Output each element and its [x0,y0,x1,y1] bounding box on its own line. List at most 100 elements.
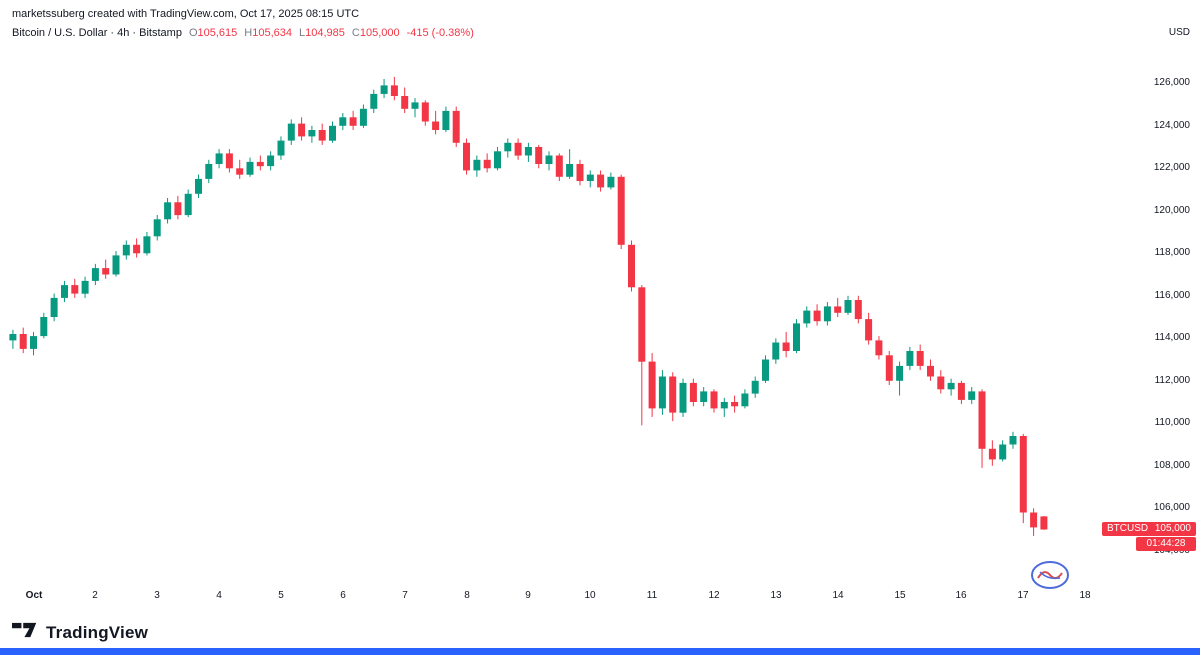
candle [112,251,120,277]
price-tick-label: 120,000 [1153,205,1190,216]
candle [927,359,934,381]
candle [236,159,244,179]
accent-bottom-bar [0,648,1200,655]
symbol-title[interactable]: Bitcoin / U.S. Dollar · 4h · Bitstamp [12,27,182,39]
badge-price: 105,000 [1154,523,1191,534]
candle [143,232,151,256]
brand-name: TradingView [46,622,149,642]
time-tick-label: 17 [1017,590,1029,601]
candle [81,276,89,298]
candle [421,100,429,126]
watermark-logo [1030,560,1070,595]
ohlc-open-value: 105,615 [197,27,238,39]
time-tick-label: 9 [525,590,531,601]
candle [370,89,378,113]
price-tick-label: 118,000 [1154,247,1190,258]
candle [432,110,440,135]
candle [782,331,790,358]
ohlc-low-label: L [299,27,306,39]
candle [597,170,605,192]
price-axis[interactable]: 126,000 124,000 122,000 120,000 118,000 116,0… [1120,0,1200,600]
ohlc-open-label: O [188,27,198,39]
candle [30,331,37,356]
ohlc-high-label: H [244,27,253,39]
candle [669,372,677,422]
candle [1009,431,1017,449]
candle [524,142,532,162]
candle [555,153,563,181]
candle [741,389,749,409]
candle [916,344,924,371]
candle [339,113,347,130]
candle [813,304,821,326]
candle [906,346,914,371]
currency-axis-label: USD [1168,27,1190,38]
candle [854,295,862,324]
candle [380,79,388,99]
candle [225,149,233,173]
time-tick-label: 13 [770,590,782,601]
candle [256,155,264,171]
price-tick-label: 110,000 [1154,417,1190,428]
time-tick-label: 15 [894,590,906,601]
ohlc-low-value: 104,985 [305,27,345,39]
candle [61,280,68,303]
candle [359,104,367,128]
candle [473,155,481,177]
symbol-header: Bitcoin / U.S. Dollar · 4h · Bitstamp O10… [12,27,474,39]
candle [1030,508,1038,536]
time-tick-label: 18 [1079,590,1091,601]
time-tick-label: 2 [92,590,98,601]
price-tick-label: 122,000 [1153,162,1190,173]
candle [205,159,213,184]
candle [71,278,79,298]
candle [628,240,635,292]
attribution-text: marketssuberg created with TradingView.c… [12,8,360,20]
candle [803,306,811,328]
candle [710,389,718,413]
candle [50,293,58,322]
price-tick-label: 112,000 [1154,375,1190,386]
time-tick-label: 8 [464,590,470,601]
candle [566,149,574,179]
candle [401,87,409,113]
candle [607,172,615,190]
candle [762,355,769,383]
candle [968,387,976,405]
candle [535,144,543,169]
time-tick-label: 12 [708,590,720,601]
candle [875,336,883,360]
candle [751,376,759,398]
candle [91,263,99,286]
candle [658,370,666,415]
candle [298,117,306,141]
candle [700,387,708,407]
tradingview-logo-icon [12,620,38,645]
candle [648,353,656,417]
candle [318,123,326,145]
time-axis[interactable]: Oct 2 3 4 5 6 7 8 9 10 11 12 13 14 15 16 17 18 [0,590,1200,604]
badge-symbol: BTCUSD [1107,523,1149,534]
candle [483,153,491,173]
time-tick-label: Oct [25,590,43,601]
candle [957,380,965,405]
candle [586,170,594,188]
candle [390,76,398,101]
candle [246,157,254,177]
tradingview-footer[interactable]: TradingView [12,620,148,645]
candle [452,106,460,147]
time-tick-label: 10 [584,590,596,601]
candle [184,189,192,218]
candle [988,440,996,466]
candle [772,338,780,364]
time-tick-label: 7 [402,590,408,601]
candle [349,110,357,130]
candle [122,240,130,260]
candle [834,297,842,317]
candle [442,106,450,133]
candle [40,312,48,339]
candle [978,389,986,468]
candle [102,259,110,279]
